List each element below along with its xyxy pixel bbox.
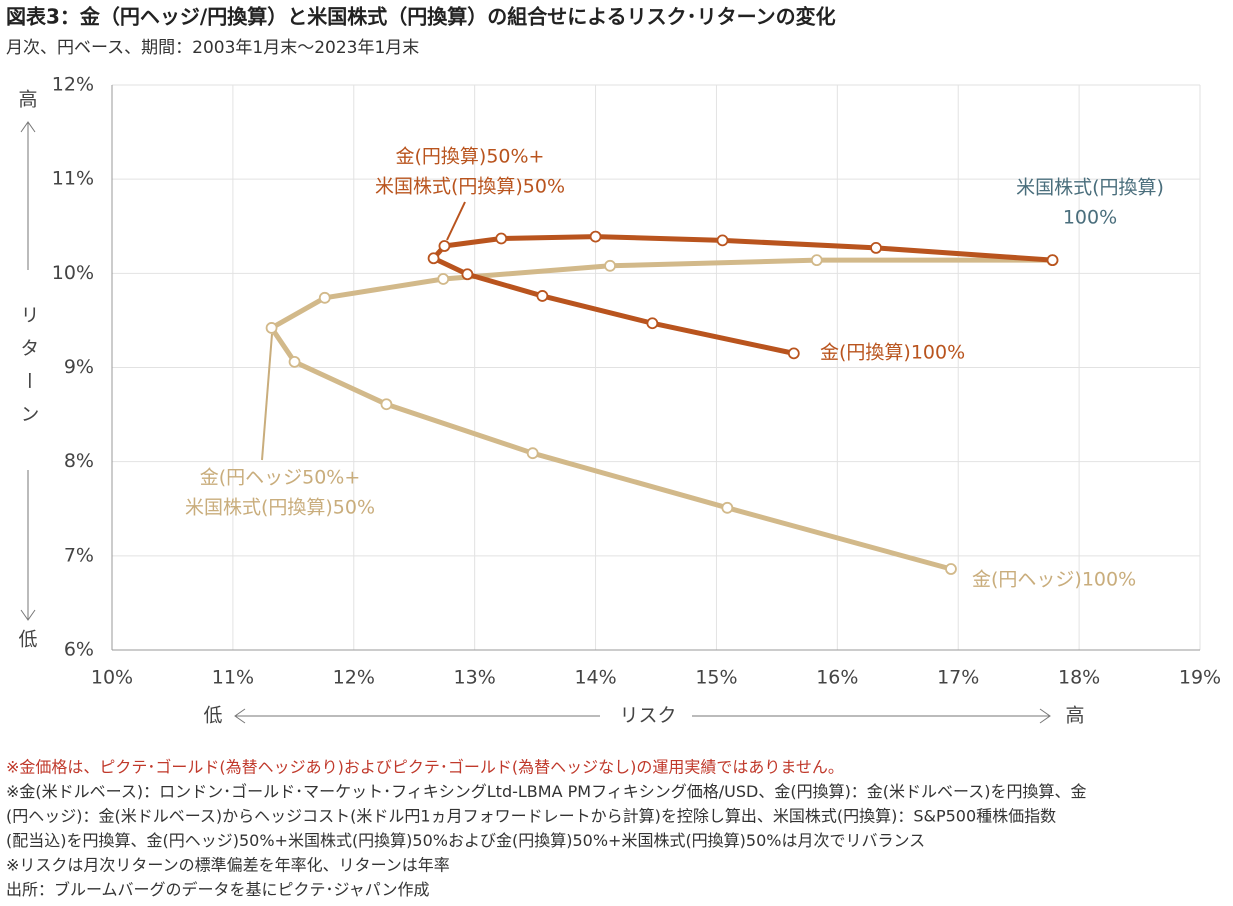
x-arrow <box>234 708 1051 724</box>
point <box>721 501 734 514</box>
point <box>536 290 549 302</box>
point <box>437 273 450 285</box>
x-tick-label: 19% <box>1179 667 1221 689</box>
x-label: リスク <box>619 705 676 727</box>
annotation: 金(円換算)50%+ <box>396 146 545 168</box>
point <box>787 347 800 360</box>
annotation: 米国株式(円換算) <box>1016 177 1164 199</box>
chart-subtitle: 月次、円ベース、期間：2003年1月末～2023年1月末 <box>6 38 419 58</box>
point <box>495 232 508 245</box>
point <box>461 268 474 281</box>
y-arrow <box>20 121 36 621</box>
footnote: ※金価格は、ピクテ･ゴールド(為替ヘッジあり)およびピクテ･ゴールド(為替ヘッジ… <box>6 758 844 777</box>
series-line <box>431 234 1053 356</box>
point <box>604 259 616 272</box>
pointer <box>446 201 466 241</box>
point <box>288 355 301 368</box>
annotation: 米国株式(円換算)50% <box>185 497 375 519</box>
y-label: リターン <box>18 305 40 437</box>
point <box>438 240 451 252</box>
point <box>526 447 539 460</box>
y-low: 低 <box>18 629 37 651</box>
y-tick-label: 7% <box>64 544 94 566</box>
point <box>870 242 882 254</box>
x-tick-label: 12% <box>333 667 375 689</box>
series-line <box>269 257 1053 572</box>
point <box>380 398 393 411</box>
x-low: 低 <box>203 705 222 727</box>
x-tick-label: 10% <box>91 667 133 689</box>
footnote: (配当込)を円換算、金(円ヘッジ)50%+米国株式(円換算)50%および金(円換… <box>6 831 925 850</box>
footnote: ※リスクは月次リターンの標準偏差を年率化、リターンは年率 <box>6 856 450 875</box>
x-tick-label: 18% <box>1058 667 1100 689</box>
annotation: 100% <box>1063 207 1117 229</box>
y-tick-label: 12% <box>52 74 94 96</box>
y-tick-label: 10% <box>52 262 94 284</box>
point <box>427 252 440 265</box>
chart-title: 図表3：金（円ヘッジ/円換算）と米国株式（円換算）の組合せによるリスク･リターン… <box>6 5 836 29</box>
point <box>810 254 823 267</box>
point <box>318 291 331 304</box>
annotation: 金(円ヘッジ50%+ <box>200 467 361 489</box>
x-tick-label: 15% <box>695 667 737 689</box>
x-tick-label: 17% <box>937 667 979 689</box>
y-tick-label: 11% <box>52 168 94 190</box>
x-tick-label: 16% <box>816 667 858 689</box>
point <box>646 317 659 330</box>
x-tick-label: 11% <box>212 667 254 689</box>
x-tick-label: 13% <box>454 667 496 689</box>
x-tick-label: 14% <box>574 667 616 689</box>
footnote: (円ヘッジ)：金(米ドルベース)からヘッジコスト(米ドル円1ヵ月フォワードレート… <box>6 807 1056 826</box>
footnote: ※金(米ドルベース)：ロンドン･ゴールド･マーケット･フィキシングLtd-LBM… <box>6 782 1087 801</box>
footnote: 出所：ブルームバーグのデータを基にピクテ･ジャパン作成 <box>6 880 430 899</box>
point <box>1046 254 1059 267</box>
point <box>589 230 602 243</box>
pointer <box>261 333 273 461</box>
point <box>716 234 729 247</box>
annotation: 金(円換算)100% <box>820 342 965 364</box>
point <box>265 322 278 334</box>
y-tick-label: 9% <box>64 356 94 378</box>
x-high: 高 <box>1065 705 1084 727</box>
y-tick-label: 6% <box>64 639 94 661</box>
annotation: 金(円ヘッジ)100% <box>972 569 1136 591</box>
y-tick-label: 8% <box>64 450 94 472</box>
annotation: 米国株式(円換算)50% <box>375 176 565 198</box>
point <box>945 563 957 575</box>
y-high: 高 <box>18 89 37 111</box>
